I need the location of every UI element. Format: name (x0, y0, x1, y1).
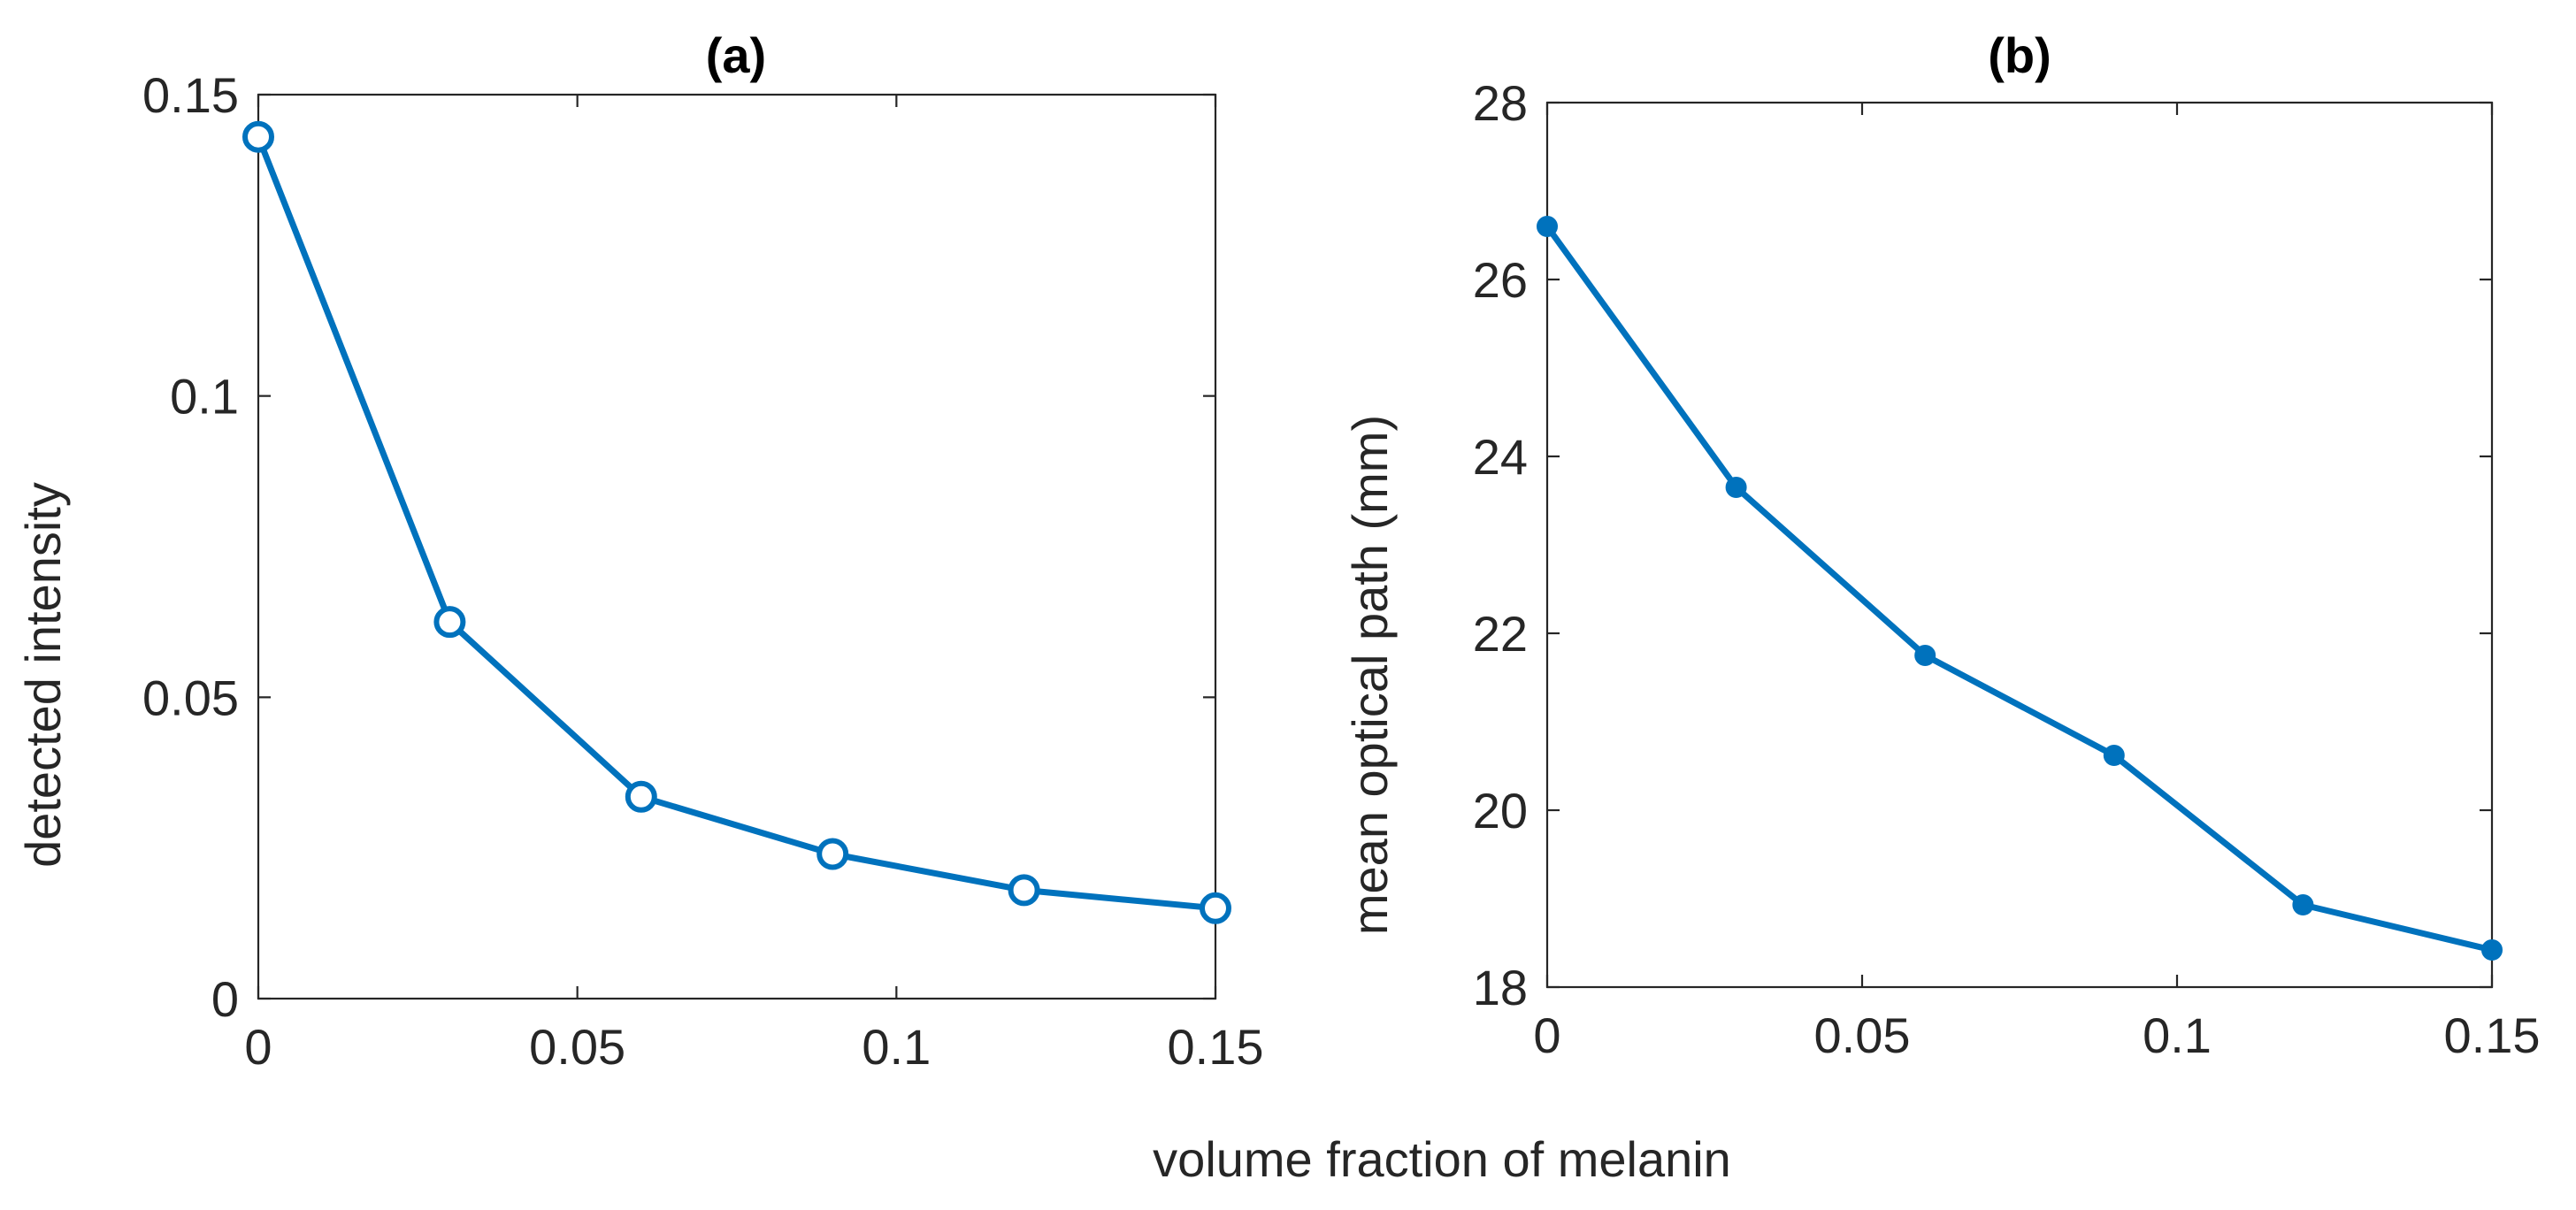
panel-b-ytick-label: 20 (1473, 783, 1528, 839)
panel-a-xtick-label: 0 (244, 1019, 272, 1075)
panel-a-data-point (1200, 892, 1231, 924)
panel-a-data-point (816, 838, 849, 870)
panel-b-data-point (1537, 216, 1558, 237)
panel-b-ytick-label: 18 (1473, 960, 1528, 1015)
panel-b-series-line (1544, 223, 2496, 953)
panel-a: (a) detected intensity 0 0.05 0.1 0.15 0 0.05… (15, 27, 1264, 1075)
panel-b-data-point (2481, 939, 2503, 961)
panel-a-ticks (257, 93, 1217, 1000)
panel-b-title: (b) (1988, 27, 2051, 83)
panel-a-data-point (625, 780, 657, 813)
panel-b-axes-box (1545, 101, 2494, 989)
panel-b-xtick-label: 0.05 (1814, 1007, 1911, 1063)
panel-a-xtick-label: 0.1 (862, 1019, 931, 1075)
panel-b: (b) mean optical path (mm) 0 0.05 0.1 0.15 1… (1342, 27, 2541, 1063)
panel-a-xtick-label: 0.05 (529, 1019, 625, 1075)
panel-a-ytick-label: 0 (211, 971, 239, 1027)
panel-b-xtick-label: 0 (1533, 1007, 1560, 1063)
panel-a-tick-labels: 0 0.05 0.1 0.15 0 0.05 0.1 0.15 (142, 67, 1264, 1075)
panel-b-ylabel: mean optical path (mm) (1342, 415, 1398, 935)
panel-a-series (242, 120, 1231, 924)
panel-a-xtick-label: 0.15 (1168, 1019, 1264, 1075)
panel-b-xtick-label: 0.1 (2143, 1007, 2212, 1063)
panel-b-ticks (1545, 101, 2494, 989)
panel-b-series (1537, 216, 2503, 961)
panel-b-data-point (2292, 894, 2314, 915)
panel-a-ytick-label: 0.1 (170, 369, 239, 425)
panel-b-ytick-label: 28 (1473, 75, 1528, 131)
panel-b-xtick-label: 0.15 (2444, 1007, 2541, 1063)
panel-b-data-point (1914, 645, 1936, 666)
panel-a-ytick-label: 0.05 (142, 670, 239, 725)
panel-b-data-point (2103, 745, 2125, 766)
panel-a-data-point (433, 606, 466, 639)
panel-a-ytick-label: 0.15 (142, 67, 239, 123)
panel-a-title: (a) (706, 27, 766, 83)
panel-b-tick-labels: 0 0.05 0.1 0.15 18 20 22 24 26 28 (1473, 75, 2541, 1063)
panel-b-ytick-label: 24 (1473, 429, 1528, 485)
shared-xlabel: volume fraction of melanin (1153, 1131, 1731, 1187)
panel-a-axes-box (257, 93, 1217, 1000)
panel-a-series-line (255, 134, 1219, 912)
panel-a-ylabel: detected intensity (15, 482, 71, 868)
panel-b-ytick-label: 22 (1473, 606, 1528, 662)
panel-a-data-point (1008, 874, 1040, 907)
panel-b-ytick-label: 26 (1473, 252, 1528, 308)
panel-b-data-point (1725, 477, 1747, 498)
panel-a-data-point (242, 120, 274, 153)
